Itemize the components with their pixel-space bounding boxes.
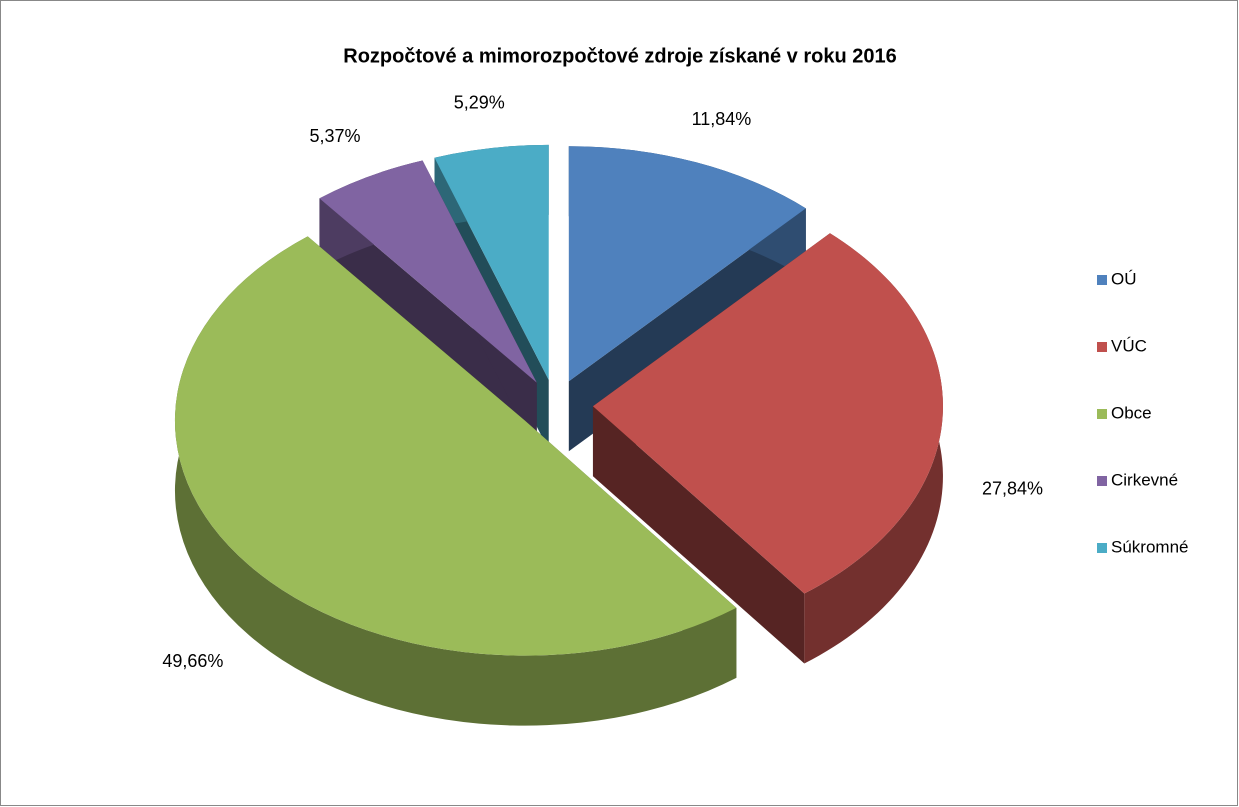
data-label: 5,37% [309, 126, 360, 146]
legend-label: VÚC [1111, 336, 1147, 355]
slice [174, 236, 737, 656]
data-label: 27,84% [982, 478, 1043, 498]
data-label: 49,66% [162, 651, 223, 671]
data-label: 11,84% [692, 109, 752, 129]
legend-label: OÚ [1111, 269, 1137, 288]
slice-wall [174, 236, 737, 726]
slice-side [592, 406, 805, 664]
slice [592, 233, 943, 594]
chart-title: Rozpočtové a mimorozpočtové zdroje získa… [343, 45, 897, 67]
legend-label: Súkromné [1111, 537, 1188, 556]
legend-swatch [1097, 342, 1107, 352]
legend-label: Cirkevné [1111, 470, 1178, 489]
legend-swatch [1097, 409, 1107, 419]
legend-swatch [1097, 476, 1107, 486]
slice [434, 144, 549, 380]
legend-swatch [1097, 543, 1107, 553]
slice [568, 146, 806, 382]
legend-label: Obce [1111, 403, 1152, 422]
slice [319, 160, 537, 383]
legend-swatch [1097, 275, 1107, 285]
data-label: 5,29% [454, 92, 505, 112]
